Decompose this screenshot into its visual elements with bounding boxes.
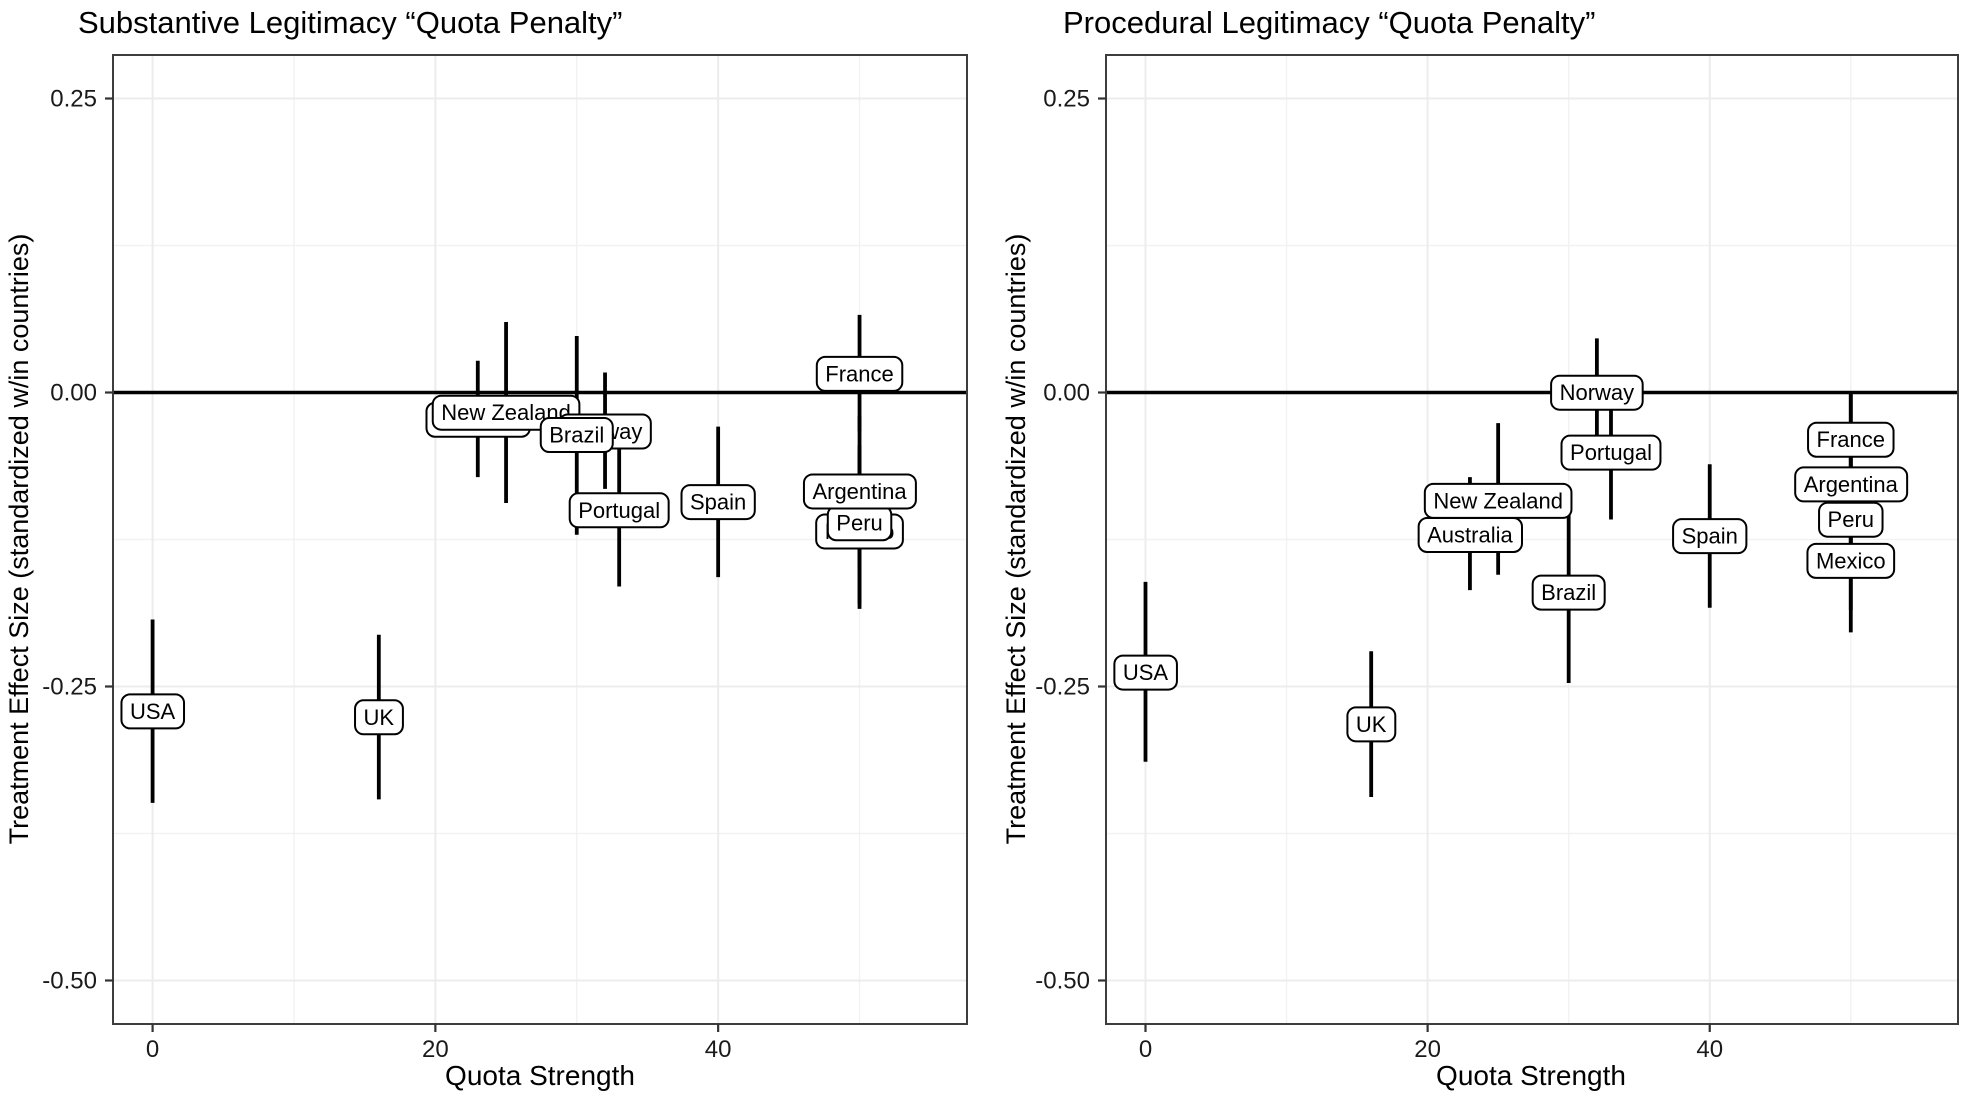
country-label-uk: UK <box>354 699 404 736</box>
country-label-argentina: Argentina <box>802 473 917 510</box>
country-label-box <box>802 473 917 510</box>
y-tick-label: 0.00 <box>50 380 97 407</box>
country-label-box <box>1531 574 1606 611</box>
country-label-text: Argentina <box>1804 472 1899 497</box>
y-tick-label: -0.50 <box>1035 967 1090 994</box>
country-label-text: France <box>825 361 893 386</box>
country-label-text: Portugal <box>1570 440 1652 465</box>
y-tick-label: -0.25 <box>1035 673 1090 700</box>
country-label-new-zealand: New Zealand <box>1423 482 1573 519</box>
panel-title-procedural: Procedural Legitimacy “Quota Penalty” <box>1063 5 1596 40</box>
y-tick-label: 0.00 <box>1043 380 1090 407</box>
country-label-box <box>539 417 614 454</box>
country-label-text: UK <box>364 705 395 730</box>
country-label-box <box>1113 654 1178 691</box>
country-label-text: Spain <box>690 490 746 515</box>
country-label-portugal: Portugal <box>568 492 670 529</box>
x-tick-label: 20 <box>422 1036 449 1063</box>
x-tick-label: 40 <box>1696 1036 1723 1063</box>
country-label-text: Brazil <box>549 423 604 448</box>
country-label-text: Argentina <box>812 479 907 504</box>
x-tick-label: 20 <box>1414 1036 1441 1063</box>
country-label-text: Australia <box>1427 522 1513 547</box>
country-label-text: France <box>1817 427 1885 452</box>
y-tick-label: 0.25 <box>50 86 97 113</box>
country-label-text: USA <box>130 699 176 724</box>
country-label-uk: UK <box>1346 706 1397 743</box>
country-label-text: Brazil <box>1541 580 1596 605</box>
country-label-text: Mexico <box>1816 548 1886 573</box>
country-label-spain: Spain <box>1672 518 1748 555</box>
country-label-usa: USA <box>120 693 186 730</box>
country-label-peru: Peru <box>826 505 893 542</box>
country-label-box <box>568 492 670 529</box>
country-label-argentina: Argentina <box>1794 466 1909 503</box>
country-label-text: Peru <box>1828 507 1874 532</box>
country-label-box <box>1672 518 1748 555</box>
country-label-box <box>1550 374 1644 411</box>
country-label-peru: Peru <box>1818 501 1884 538</box>
country-label-france: France <box>1807 421 1895 458</box>
country-label-box <box>1818 501 1884 538</box>
country-label-text: Peru <box>836 511 882 536</box>
y-tick-label: -0.25 <box>42 673 97 700</box>
country-label-box <box>815 355 904 392</box>
country-label-france: France <box>815 355 904 392</box>
x-axis-title-right: Quota Strength <box>1436 1060 1626 1091</box>
panel-border <box>112 54 968 1025</box>
country-label-text: Portugal <box>578 498 660 523</box>
x-axis-title-left: Quota Strength <box>445 1060 635 1091</box>
country-label-text: New Zealand <box>1433 488 1563 513</box>
country-label-box <box>1807 421 1895 458</box>
country-label-box <box>1794 466 1909 503</box>
country-label-spain: Spain <box>680 484 756 521</box>
country-label-box <box>1346 706 1397 743</box>
country-label-mexico: Mexico <box>1806 542 1896 579</box>
country-label-text: Norway <box>1560 380 1635 405</box>
country-label-box <box>120 693 186 730</box>
panel-1: 0 20 40 0.25 0.00 -0.25 -0.50 USA UK Australia New… <box>1035 54 1959 1063</box>
country-label-text: USA <box>1123 660 1169 685</box>
panel-title-substantive: Substantive Legitimacy “Quota Penalty” <box>78 5 623 40</box>
country-label-brazil: Brazil <box>539 417 614 454</box>
country-label-box <box>680 484 756 521</box>
country-label-box <box>1806 542 1896 579</box>
x-tick-label: 0 <box>1139 1036 1152 1063</box>
x-tick-label: 40 <box>705 1036 732 1063</box>
country-label-box <box>1560 434 1662 471</box>
country-label-usa: USA <box>1113 654 1178 691</box>
country-label-portugal: Portugal <box>1560 434 1662 471</box>
country-label-box <box>1423 482 1573 519</box>
country-label-text: Spain <box>1682 524 1738 549</box>
y-tick-label: 0.25 <box>1043 86 1090 113</box>
country-label-text: UK <box>1356 712 1387 737</box>
panel-border <box>1105 54 1959 1025</box>
x-tick-label: 0 <box>146 1036 159 1063</box>
country-label-australia: Australia <box>1417 516 1523 553</box>
country-label-norway: Norway <box>1550 374 1644 411</box>
y-tick-label: -0.50 <box>42 967 97 994</box>
country-label-box <box>354 699 404 736</box>
country-label-brazil: Brazil <box>1531 574 1606 611</box>
